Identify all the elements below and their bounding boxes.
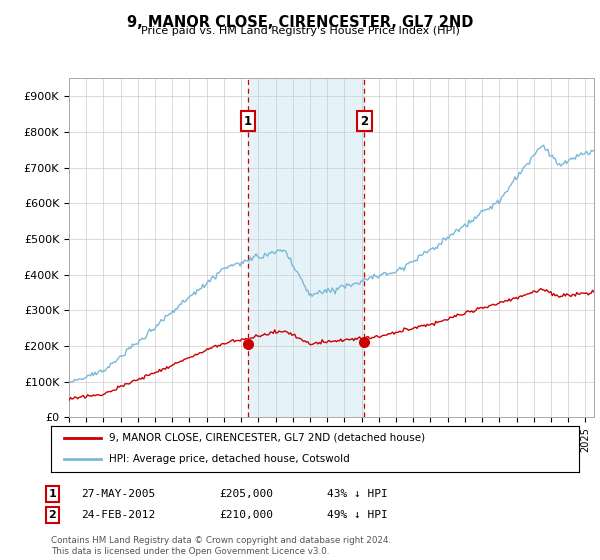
Text: £210,000: £210,000 — [219, 510, 273, 520]
Text: Contains HM Land Registry data © Crown copyright and database right 2024.
This d: Contains HM Land Registry data © Crown c… — [51, 536, 391, 556]
Text: 49% ↓ HPI: 49% ↓ HPI — [327, 510, 388, 520]
Text: 9, MANOR CLOSE, CIRENCESTER, GL7 2ND (detached house): 9, MANOR CLOSE, CIRENCESTER, GL7 2ND (de… — [109, 433, 425, 443]
Text: 43% ↓ HPI: 43% ↓ HPI — [327, 489, 388, 499]
Text: 1: 1 — [49, 489, 56, 499]
Bar — [248, 78, 364, 417]
Text: 2: 2 — [49, 510, 56, 520]
Text: 9, MANOR CLOSE, CIRENCESTER, GL7 2ND: 9, MANOR CLOSE, CIRENCESTER, GL7 2ND — [127, 15, 473, 30]
Text: HPI: Average price, detached house, Cotswold: HPI: Average price, detached house, Cots… — [109, 454, 350, 464]
Text: 27-MAY-2005: 27-MAY-2005 — [81, 489, 155, 499]
Text: 24-FEB-2012: 24-FEB-2012 — [81, 510, 155, 520]
Text: Price paid vs. HM Land Registry's House Price Index (HPI): Price paid vs. HM Land Registry's House … — [140, 26, 460, 36]
Text: 2: 2 — [360, 115, 368, 128]
Text: £205,000: £205,000 — [219, 489, 273, 499]
Text: 1: 1 — [244, 115, 252, 128]
